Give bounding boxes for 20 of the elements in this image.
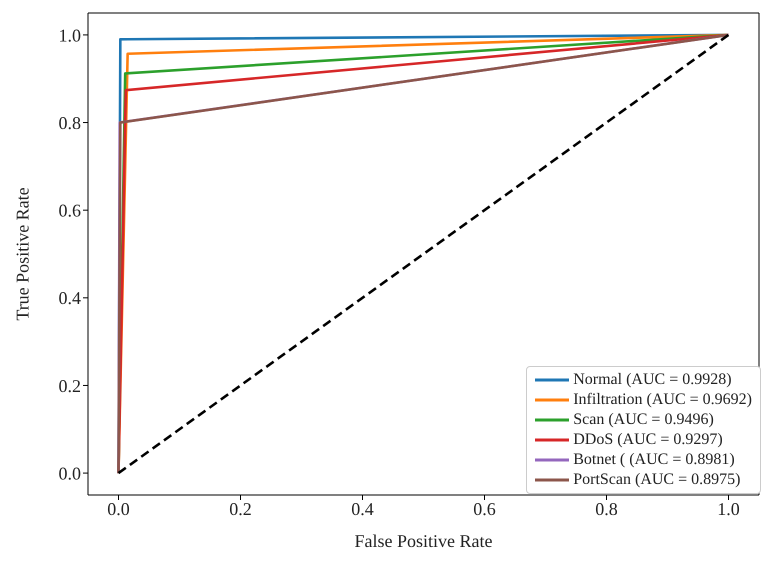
x-tick-label: 0.0	[107, 498, 130, 519]
y-tick-label: 0.0	[58, 463, 81, 484]
y-tick-label: 1.0	[58, 25, 81, 46]
legend-label: PortScan (AUC = 0.8975)	[573, 471, 740, 489]
y-tick-label: 0.6	[58, 200, 81, 221]
y-tick-label: 0.4	[58, 288, 81, 308]
legend-label: Scan (AUC = 0.9496)	[573, 411, 714, 429]
x-tick-label: 0.4	[351, 498, 374, 519]
legend-label: Infiltration (AUC = 0.9692)	[573, 391, 752, 409]
y-axis-title: True Positive Rate	[12, 187, 32, 321]
x-tick-label: 0.8	[595, 498, 618, 519]
legend-label: Botnet ( (AUC = 0.8981)	[573, 451, 735, 469]
x-tick-label: 0.2	[229, 498, 252, 519]
y-tick-label: 0.8	[58, 112, 81, 133]
legend-label: Normal (AUC = 0.9928)	[573, 371, 732, 389]
x-tick-label: 0.6	[473, 498, 496, 519]
legend-label: DDoS (AUC = 0.9297)	[573, 431, 723, 449]
x-tick-label: 1.0	[717, 498, 740, 519]
x-axis-title: False Positive Rate	[354, 531, 492, 551]
y-tick-label: 0.2	[58, 376, 81, 396]
